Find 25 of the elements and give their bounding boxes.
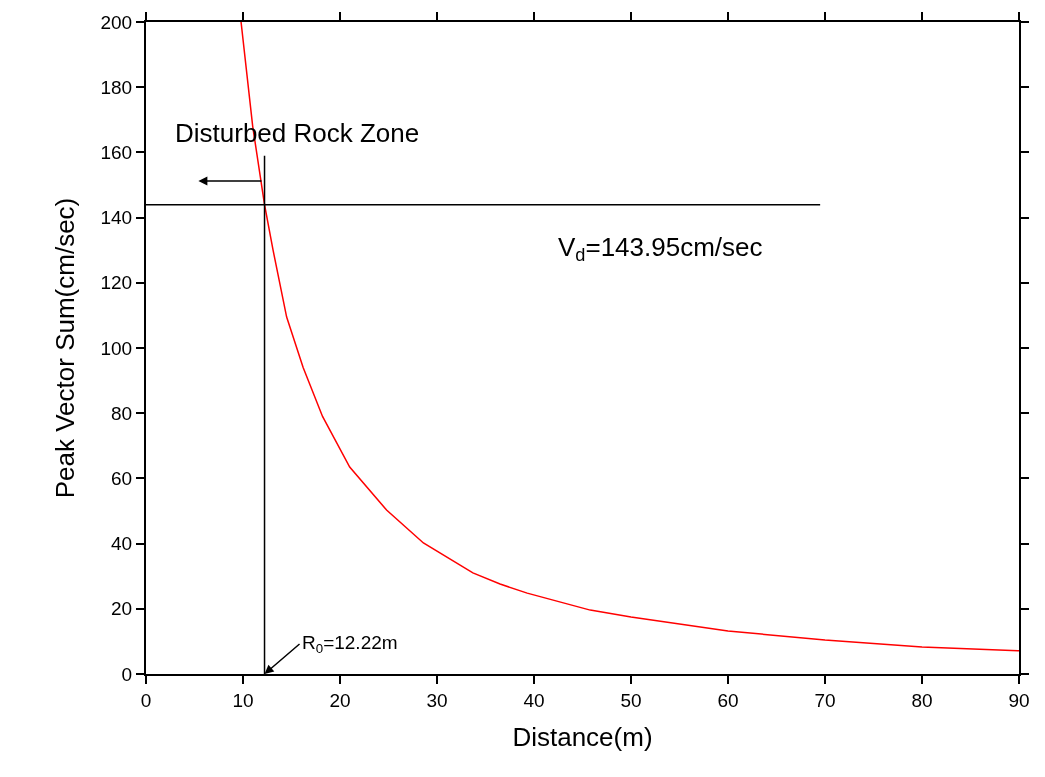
- y-tick-label: 80: [111, 402, 133, 424]
- y-tick-label: 100: [100, 337, 133, 359]
- y-tick-label: 40: [111, 533, 133, 555]
- x-tick-label: 20: [329, 689, 351, 711]
- y-tick-label: 180: [100, 76, 133, 98]
- annotation: V$_{d}$=143.95cm/sec: [558, 232, 763, 266]
- y-tick-label: 160: [100, 142, 133, 164]
- y-tick-label: 140: [100, 207, 133, 229]
- x-tick-label: 80: [911, 689, 933, 711]
- x-tick-label: 70: [814, 689, 836, 711]
- y-tick-label: 120: [100, 272, 133, 294]
- x-tick-label: 60: [717, 689, 739, 711]
- y-tick-label: 60: [111, 468, 133, 490]
- x-tick-label: 0: [140, 689, 152, 711]
- y-tick-label: 20: [111, 598, 133, 620]
- y-tick-label: 0: [121, 663, 133, 685]
- x-tick-label: 40: [523, 689, 545, 711]
- x-tick-label: 10: [232, 689, 254, 711]
- x-tick-label: 90: [1008, 689, 1030, 711]
- y-axis-title: Peak Vector Sum(cm/sec): [50, 197, 81, 499]
- x-tick-label: 30: [426, 689, 448, 711]
- y-tick-label: 200: [100, 11, 133, 33]
- x-tick-label: 50: [620, 689, 642, 711]
- x-axis-title: Distance(m): [512, 722, 653, 752]
- annotation: R$_{0}$=12.22m: [302, 632, 398, 656]
